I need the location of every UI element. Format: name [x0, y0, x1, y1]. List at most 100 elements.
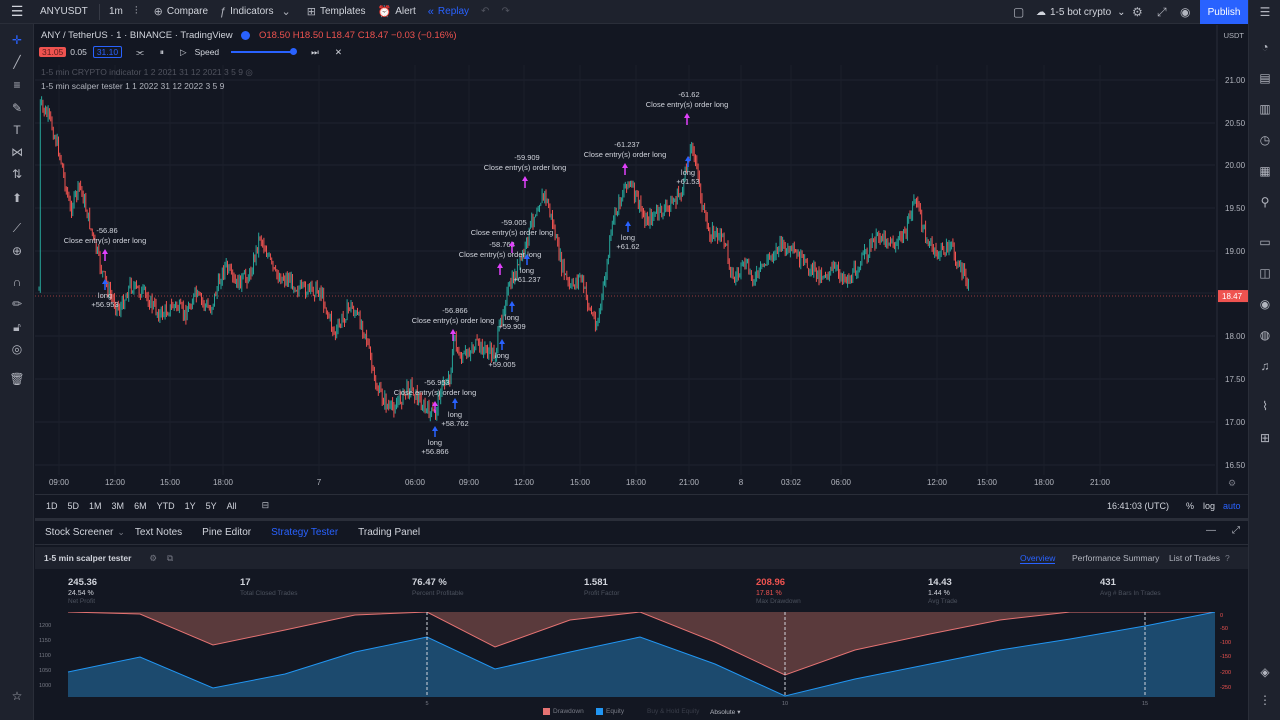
menu-icon[interactable]: ☰ [10, 3, 24, 19]
camera-icon[interactable]: ◉ [1180, 5, 1191, 19]
range-5y[interactable]: 5Y [205, 500, 217, 511]
undo-icon[interactable]: ↶ [481, 6, 490, 17]
tab-trading-panel[interactable]: Trading Panel [358, 527, 421, 538]
ruler-icon[interactable]: ⟋ [12, 221, 22, 235]
speed-slider[interactable] [231, 48, 298, 55]
step-back-icon[interactable]: ⫘ [136, 46, 144, 57]
auto-toggle[interactable]: auto [1223, 500, 1241, 511]
date-range-icon[interactable]: ⊟ [261, 500, 270, 510]
bell-icon[interactable]: ♫ [1260, 359, 1270, 373]
tab-pine-editor[interactable]: Pine Editor [202, 527, 252, 538]
pencil-lock-icon[interactable]: ✏ [11, 297, 23, 311]
pause-icon[interactable]: ⏸ [159, 46, 165, 57]
tab-strategy-tester[interactable]: Strategy Tester [271, 527, 339, 538]
sell-price[interactable]: 31.05 [39, 47, 67, 57]
step-forward-icon[interactable]: ⏭ [311, 46, 319, 57]
percent-toggle[interactable]: % [1186, 500, 1195, 511]
indicator-legend-2[interactable]: 1-5 min scalper tester 1 1 2022 31 12 20… [41, 81, 224, 91]
mode-select[interactable]: Absolute ▾ [710, 708, 741, 717]
clock-readout[interactable]: 16:41:03 (UTC) [1107, 500, 1170, 511]
buy-price[interactable]: 31.10 [92, 46, 123, 58]
range-6m[interactable]: 6M [134, 500, 147, 511]
indicators-button[interactable]: ƒ Indicators ⌄ [214, 0, 301, 24]
maximize-icon[interactable]: ⤢ [1232, 525, 1240, 536]
metric-percent-profitable: 76.47 % Percent Profitable [412, 577, 464, 597]
eye-off-icon[interactable]: ◎ [245, 67, 253, 77]
range-bar: 1D 5D 1M 3M 6M YTD 1Y 5Y All ⊟ 16:41:03 (UTC) % … [35, 494, 1248, 516]
messages-icon[interactable]: ◫ [1259, 266, 1271, 280]
pattern-icon[interactable]: ⋈ [11, 145, 23, 159]
fullscreen-icon[interactable]: ⤢ [1157, 4, 1167, 19]
news-icon[interactable]: ▥ [1259, 102, 1271, 116]
eye-icon[interactable]: ◎ [11, 342, 23, 356]
text-icon[interactable]: T [13, 123, 21, 137]
brush-icon[interactable]: ✎ [11, 101, 23, 115]
calendar-icon[interactable]: ▦ [1259, 164, 1271, 178]
arrow-up-icon[interactable]: ⬆ [11, 191, 23, 205]
redo-icon[interactable]: ↷ [501, 6, 510, 17]
grid-icon[interactable]: ⊞ [1259, 431, 1271, 445]
tab-text-notes[interactable]: Text Notes [134, 527, 183, 538]
trend-icon[interactable]: ⌇ [1262, 399, 1268, 413]
entry-arrow-icon [499, 339, 505, 344]
minimize-icon[interactable]: — [1206, 525, 1216, 536]
zoom-icon[interactable]: ⊕ [11, 244, 23, 258]
details-icon[interactable]: ▤ [1259, 71, 1271, 85]
chart-type-icon[interactable]: ⫶ [134, 5, 138, 17]
chevron-down-icon[interactable]: ⌄ [117, 527, 125, 537]
help-icon[interactable]: ◉ [1259, 297, 1271, 311]
select-layout-icon[interactable]: ▢ [1013, 5, 1025, 19]
help-icon[interactable]: ? [1225, 553, 1230, 563]
tab-stock-screener[interactable]: Stock Screener [45, 527, 114, 538]
magnet-icon[interactable]: ∩ [12, 275, 22, 289]
subtab-list-of-trades[interactable]: List of Trades [1169, 553, 1221, 563]
stream-icon[interactable]: ◍ [1259, 328, 1271, 342]
slider-handle[interactable] [290, 48, 298, 55]
log-toggle[interactable]: log [1203, 500, 1216, 511]
ideas-icon[interactable]: ⚲ [1260, 195, 1270, 209]
crosshair-icon[interactable]: ✛ [11, 33, 23, 47]
range-1y[interactable]: 1Y [184, 500, 196, 511]
indicator-legend-1[interactable]: 1-5 min CRYPTO indicator 1 2 2021 31 12 … [41, 67, 253, 78]
range-1d[interactable]: 1D [46, 500, 58, 511]
chat-icon[interactable]: ▭ [1259, 235, 1271, 249]
clock-icon[interactable]: ◷ [1259, 133, 1271, 147]
range-ytd[interactable]: YTD [156, 500, 175, 511]
range-5d[interactable]: 5D [67, 500, 80, 511]
legend-drawdown[interactable]: Drawdown [543, 708, 584, 715]
symbol-search[interactable]: ANYUSDT [40, 6, 88, 17]
subtab-overview[interactable]: Overview [1020, 552, 1056, 564]
watchlist-icon[interactable]: ◔ [1261, 40, 1269, 54]
legend-buy-hold[interactable]: Buy & Hold Equity [647, 708, 699, 715]
range-all[interactable]: All [226, 500, 237, 511]
layout-menu[interactable]: ☁ 1-5 bot crypto ⌄ [1036, 0, 1126, 24]
legend-equity[interactable]: Equity [596, 708, 624, 715]
dots-grid-icon[interactable]: ⋮ [1259, 693, 1271, 707]
play-icon[interactable]: ▷ [180, 46, 187, 57]
compare-button[interactable]: ⊕ Compare [148, 0, 214, 24]
replay-button[interactable]: «Replay [422, 0, 475, 24]
range-1m[interactable]: 1M [89, 500, 102, 511]
trend-line-icon[interactable]: ╱ [13, 55, 21, 69]
layers-icon[interactable]: ◈ [1260, 665, 1270, 679]
menu-list-icon[interactable]: ☰ [1259, 5, 1271, 19]
publish-button[interactable]: Publish [1200, 0, 1248, 24]
strategy-name[interactable]: 1-5 min scalper tester [44, 553, 132, 563]
templates-button[interactable]: ⊞ Templates [301, 0, 372, 24]
settings-icon[interactable]: ⚙ [149, 552, 158, 563]
alert-button[interactable]: ⏰ Alert [372, 0, 422, 24]
entry-arrow-icon [524, 254, 530, 259]
range-3m[interactable]: 3M [111, 500, 125, 511]
trash-icon[interactable]: 🗑︎ [9, 372, 25, 386]
star-icon[interactable]: ☆ [11, 689, 23, 703]
trade-pnl-label: +58.762 [441, 419, 468, 428]
lock-icon[interactable]: 🔓︎ [13, 320, 21, 334]
price-chart[interactable]: 21.0020.5020.0019.5019.0018.5018.0017.50… [35, 25, 1248, 515]
interval-button[interactable]: 1m [109, 6, 123, 17]
gear-icon[interactable]: ⚙ [1132, 5, 1143, 19]
source-code-icon[interactable]: ⧉ [167, 552, 174, 563]
fib-icon[interactable]: ≡ [13, 78, 21, 92]
prediction-icon[interactable]: ⇅ [11, 167, 23, 181]
close-icon[interactable]: ✕ [334, 46, 342, 57]
subtab-performance-summary[interactable]: Performance Summary [1072, 553, 1160, 563]
